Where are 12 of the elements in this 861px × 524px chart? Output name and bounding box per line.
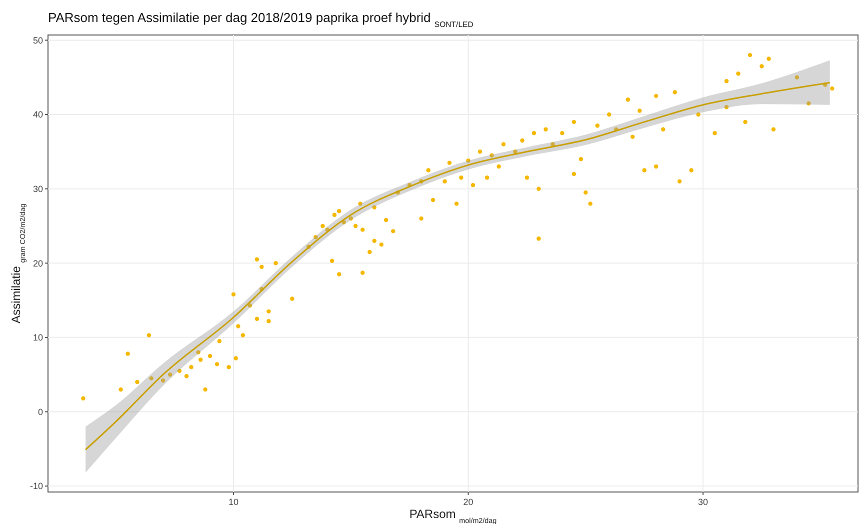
y-tick-label: 10: [32, 332, 43, 343]
y-tick-label: 40: [32, 110, 43, 120]
chart-title: PARsom tegen Assimilatie per dag 2018/2019 paprika proef hybrid $_{SONT/LED}$: [48, 10, 474, 28]
x-tick-label: 10: [228, 497, 238, 507]
x-axis-title: PARsom $_{mol/m2/dag}$: [409, 507, 497, 524]
x-tick-label: 30: [698, 497, 708, 507]
x-tick-label: 20: [463, 497, 474, 507]
y-tick-label: 30: [32, 184, 43, 194]
y-tick-label: 0: [38, 406, 43, 417]
y-tick-label: 20: [32, 258, 43, 268]
y-tick-label: 50: [32, 35, 43, 46]
y-tick-label: -10: [30, 481, 43, 492]
